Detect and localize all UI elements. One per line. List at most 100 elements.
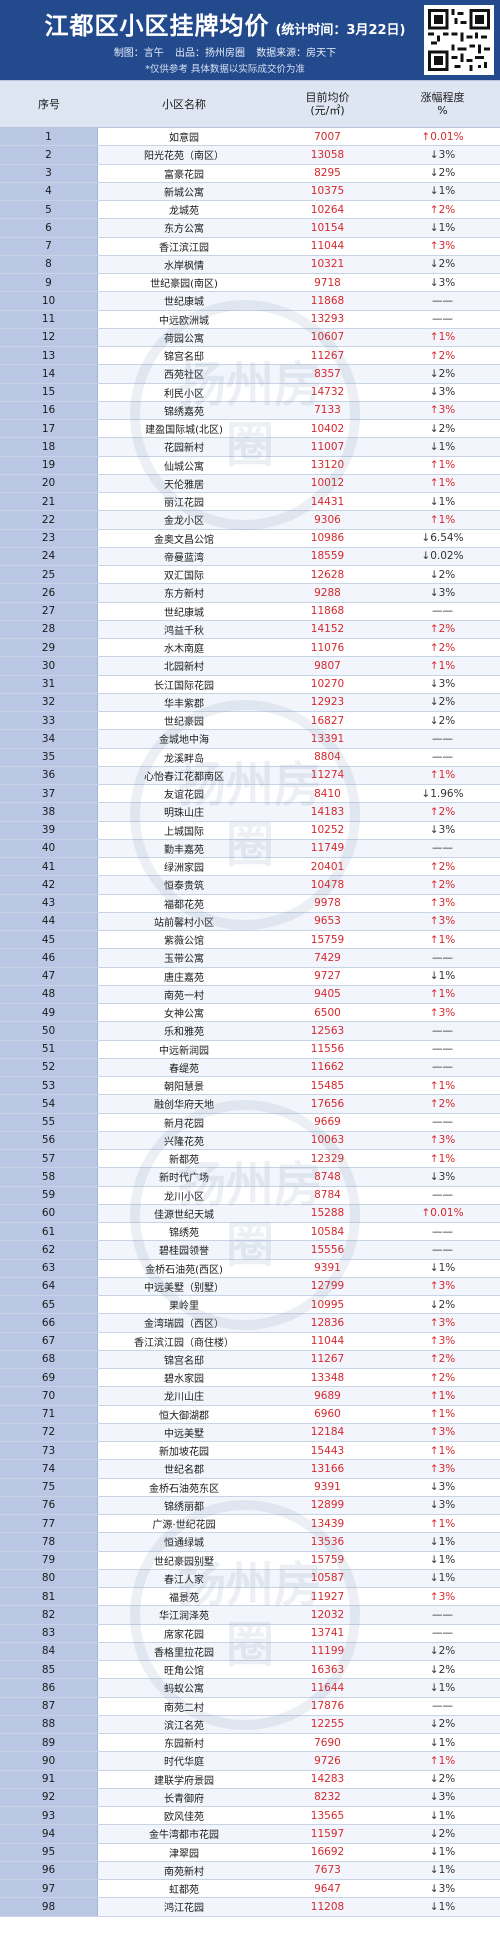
community-name: 金桥石油苑东区: [149, 1483, 219, 1495]
row-number: 36: [0, 766, 98, 784]
change-percent: ↑1%: [385, 766, 500, 784]
row-number: 46: [0, 949, 98, 967]
community-name: 金龙小区: [98, 511, 270, 529]
change-percent: ↓2%: [429, 1663, 456, 1676]
community-name: 建联学府景园: [154, 1775, 214, 1787]
table-row: 85 旺角公馆 16363 ↓2%: [0, 1661, 500, 1680]
row-number: 40: [0, 839, 98, 857]
community-name: 花园新村: [98, 438, 270, 456]
avg-price: 15759: [310, 933, 345, 946]
community-name: 碧水家园: [164, 1374, 204, 1386]
change-percent: ——: [432, 1700, 453, 1713]
community-name: 虹都苑: [169, 1885, 199, 1897]
table-row: 70 龙川山庄 9689 ↑1%: [0, 1387, 500, 1406]
row-number: 77: [0, 1515, 98, 1533]
col-header-price: 目前均价 (元/㎡): [270, 81, 385, 127]
row-number: 61: [0, 1223, 98, 1241]
community-name: 玉带公寓: [98, 949, 270, 967]
table-row: 71 恒大御湖郡 6960 ↑1%: [0, 1405, 500, 1424]
col-header-no: 序号: [38, 97, 60, 111]
community-name: 金城地中海: [98, 730, 270, 748]
row-number: 93: [0, 1807, 98, 1825]
table-row: 35 龙溪畔岛 8804 ——: [0, 748, 500, 767]
community-name: 蚂蚁公寓: [98, 1679, 270, 1697]
community-name: 华江润泽苑: [98, 1606, 270, 1624]
change-percent: ↑3%: [385, 1423, 500, 1441]
avg-price: 8784: [314, 1189, 341, 1202]
community-name: 锦绣丽都: [98, 1496, 270, 1514]
table-row: 57 新都苑 12329 ↑1%: [0, 1150, 500, 1169]
change-percent: ——: [385, 1022, 500, 1040]
avg-price: 9288: [270, 584, 385, 602]
community-name: 鸿益千秋: [98, 620, 270, 638]
table-row: 42 恒泰贵筑 10478 ↑2%: [0, 876, 500, 895]
row-number: 86: [0, 1679, 98, 1697]
community-name: 世纪豪园别墅: [154, 1556, 214, 1568]
row-number: 19: [0, 456, 98, 474]
change-percent: ↑3%: [385, 401, 500, 419]
change-percent: ↓3%: [385, 584, 500, 602]
meta-source: 数据来源：房天下: [256, 48, 337, 59]
community-name: 世纪康城: [164, 607, 204, 619]
table-row: 43 福都花苑 9978 ↑3%: [0, 894, 500, 913]
community-name: 南苑新村: [98, 1861, 270, 1879]
table-row: 4 新城公寓 10375 ↓1%: [0, 182, 500, 201]
change-percent: ↑1%: [385, 328, 500, 346]
community-name: 如意园: [169, 133, 199, 145]
qr-code-icon: [424, 5, 494, 75]
table-row: 73 新加坡花园 15443 ↑1%: [0, 1442, 500, 1461]
change-percent: ↑1%: [385, 1387, 500, 1405]
community-name: 双汇国际: [164, 571, 204, 583]
change-percent: ——: [432, 1225, 453, 1238]
table-row: 84 香格里拉花园 11199 ↓2%: [0, 1642, 500, 1661]
table-row: 60 佳源世纪天城 15288 ↑0.01%: [0, 1204, 500, 1223]
row-number: 66: [0, 1314, 98, 1332]
avg-price: 13293: [310, 313, 345, 326]
avg-price: 13536: [270, 1533, 385, 1551]
change-percent: ↑1%: [429, 1444, 456, 1457]
table-row: 50 乐和雅苑 12563 ——: [0, 1022, 500, 1041]
table-row: 45 紫薇公馆 15759 ↑1%: [0, 931, 500, 950]
community-name: 福都花苑: [164, 899, 204, 911]
community-name: 世纪名郡: [98, 1460, 270, 1478]
row-number: 38: [0, 803, 98, 821]
title-line: 江都区小区挂牌均价 (统计时间：3月22日): [30, 6, 420, 40]
avg-price: 14283: [310, 1773, 345, 1786]
avg-price: 7690: [314, 1736, 341, 1749]
avg-price: 11267: [270, 1350, 385, 1368]
row-number: 53: [0, 1077, 98, 1095]
row-number: 21: [0, 493, 98, 511]
row-number: 68: [0, 1350, 98, 1368]
avg-price: 7673: [270, 1861, 385, 1879]
avg-price: 10321: [270, 255, 385, 273]
community-name: 中远新润园: [159, 1045, 209, 1057]
row-number: 41: [0, 858, 98, 876]
table-row: 62 碧桂园领誉 15556 ——: [0, 1241, 500, 1260]
avg-price: 10607: [270, 328, 385, 346]
change-percent: ↓2%: [429, 1298, 456, 1311]
change-percent: ↑3%: [429, 897, 456, 910]
community-name: 兴隆花苑: [98, 1131, 270, 1149]
change-percent: ↑1%: [429, 1517, 456, 1530]
community-name: 滨江名苑: [98, 1715, 270, 1733]
row-number: 55: [0, 1113, 98, 1131]
community-name: 紫薇公馆: [164, 936, 204, 948]
table-row: 58 新时代广场 8748 ↓3%: [0, 1168, 500, 1187]
community-name: 广源·世纪花园: [152, 1520, 216, 1532]
avg-price: 10995: [310, 1298, 345, 1311]
community-name: 天伦雅居: [98, 474, 270, 492]
change-percent: ↑2%: [385, 803, 500, 821]
row-number: 10: [0, 292, 98, 310]
row-number: 83: [0, 1624, 98, 1642]
change-percent: ——: [385, 292, 500, 310]
community-name: 唐庄嘉苑: [164, 972, 204, 984]
change-percent: ↑2%: [385, 1095, 500, 1113]
row-number: 28: [0, 620, 98, 638]
row-number: 37: [0, 785, 98, 803]
table-row: 9 世纪豪园(南区) 9718 ↓3%: [0, 274, 500, 293]
community-name: 春缇苑: [98, 1058, 270, 1076]
table-row: 98 鸿江花园 11208 ↓1%: [0, 1898, 500, 1917]
change-percent: ↓2%: [429, 568, 456, 581]
community-name: 欧风佳苑: [164, 1812, 204, 1824]
change-percent: ↓3%: [429, 678, 456, 691]
